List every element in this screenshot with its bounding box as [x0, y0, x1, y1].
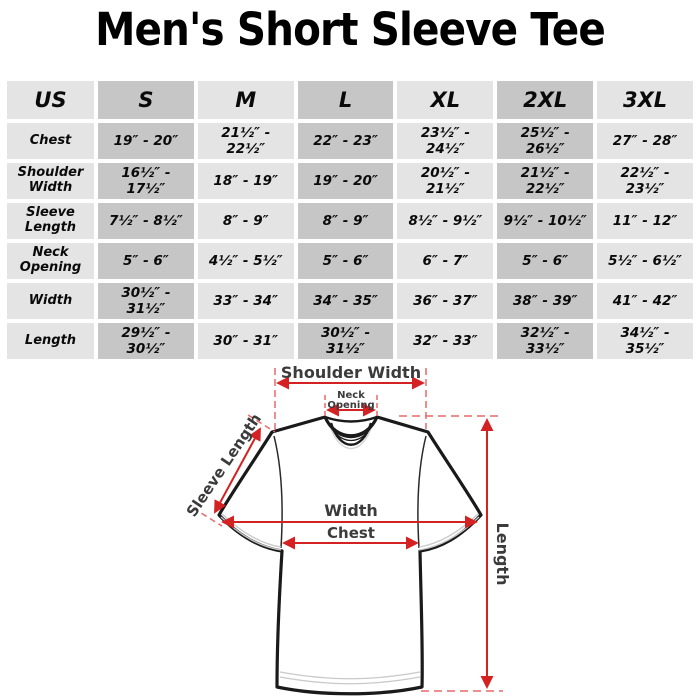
armhole-seam-left — [273, 435, 283, 549]
size-cell: 18″ - 19″ — [197, 163, 294, 199]
size-cell: 25½″ - 26½″ — [497, 123, 594, 159]
width-label: Width — [324, 501, 378, 520]
size-cell: 19″ - 20″ — [98, 123, 194, 159]
length-label: Length — [493, 523, 512, 586]
size-table-body: Chest 19″ - 20″ 21½″ - 22½″ 22″ - 23″ 23½″ -… — [7, 123, 693, 359]
size-cell: 19″ - 20″ — [297, 163, 394, 199]
row-label: Sleeve Length — [7, 203, 94, 239]
size-cell: 38″ - 39″ — [497, 283, 594, 319]
page-title: Men's Short Sleeve Tee — [95, 3, 606, 56]
hem-seam-2 — [279, 676, 421, 685]
table-row: Chest 19″ - 20″ 21½″ - 22½″ 22″ - 23″ 23½″ -… — [7, 123, 693, 159]
column-header-l: L — [297, 81, 394, 119]
size-cell: 27″ - 28″ — [597, 123, 693, 159]
size-cell: 8″ - 9″ — [197, 203, 294, 239]
size-cell: 29½″ - 30½″ — [98, 323, 194, 359]
size-cell: 41″ - 42″ — [597, 283, 693, 319]
tshirt-outline — [217, 415, 483, 696]
size-table-header: US S M L XL 2XL 3XL — [7, 81, 693, 119]
hem-seam-1 — [279, 671, 421, 680]
size-cell: 33″ - 34″ — [197, 283, 294, 319]
table-row: Width 30½″ - 31½″ 33″ - 34″ 34″ - 35″ 36″ - … — [7, 283, 693, 319]
size-cell: 36″ - 37″ — [397, 283, 494, 319]
table-row: Shoulder Width 16½″ - 17½″ 18″ - 19″ 19″ - … — [7, 163, 693, 199]
row-label: Neck Opening — [7, 243, 94, 279]
size-cell: 22½″ - 23½″ — [597, 163, 693, 199]
size-cell: 21½″ - 22½″ — [197, 123, 294, 159]
column-header-s: S — [98, 81, 194, 119]
table-row: Neck Opening 5″ - 6″ 4½″ - 5½″ 5″ - 6″ 6″ - … — [7, 243, 693, 279]
size-cell: 5″ - 6″ — [98, 243, 194, 279]
column-header-2xl: 2XL — [497, 81, 594, 119]
collar-back — [324, 415, 378, 423]
size-cell: 8½″ - 9½″ — [397, 203, 494, 239]
collar-band-bottom — [329, 422, 373, 446]
column-header-m: M — [197, 81, 294, 119]
column-header-us: US — [7, 81, 94, 119]
size-cell: 23½″ - 24½″ — [397, 123, 494, 159]
size-cell: 30″ - 31″ — [197, 323, 294, 359]
size-cell: 8″ - 9″ — [297, 203, 394, 239]
size-cell: 16½″ - 17½″ — [98, 163, 194, 199]
size-cell: 34″ - 35″ — [297, 283, 394, 319]
size-cell: 30½″ - 31½″ — [297, 323, 394, 359]
collar-band-mid — [327, 420, 375, 442]
size-cell: 4½″ - 5½″ — [197, 243, 294, 279]
table-row: Sleeve Length 7½″ - 8½″ 8″ - 9″ 8″ - 9″ 8½″ … — [7, 203, 693, 239]
chest-label: Chest — [327, 524, 375, 542]
column-header-xl: XL — [397, 81, 494, 119]
size-cell: 32″ - 33″ — [397, 323, 494, 359]
size-cell: 21½″ - 22½″ — [497, 163, 594, 199]
size-cell: 34½″ - 35½″ — [597, 323, 693, 359]
neck-opening-label-1: Neck — [337, 390, 365, 401]
size-cell: 11″ - 12″ — [597, 203, 693, 239]
sleeve-length-arrow — [214, 427, 261, 514]
row-label: Length — [7, 323, 94, 359]
size-cell: 20½″ - 21½″ — [397, 163, 494, 199]
size-cell: 32½″ - 33½″ — [497, 323, 594, 359]
sleeve-cap-top — [247, 414, 276, 433]
collar-shadow — [329, 425, 373, 450]
size-cell: 22″ - 23″ — [297, 123, 394, 159]
neck-opening-label-2: Opening — [327, 400, 374, 411]
size-cell: 30½″ - 31½″ — [98, 283, 194, 319]
row-label: Chest — [7, 123, 94, 159]
row-label: Shoulder Width — [7, 163, 94, 199]
sleeve-cap-bottom — [192, 507, 223, 527]
column-header-3xl: 3XL — [597, 81, 693, 119]
size-cell: 6″ - 7″ — [397, 243, 494, 279]
size-cell: 9½″ - 10½″ — [497, 203, 594, 239]
row-label: Width — [7, 283, 94, 319]
size-cell: 5″ - 6″ — [297, 243, 394, 279]
tshirt-body-path — [217, 415, 483, 696]
size-cell: 7½″ - 8½″ — [98, 203, 194, 239]
table-row: Length 29½″ - 30½″ 30″ - 31″ 30½″ - 31½″ 32″… — [7, 323, 693, 359]
size-table: US S M L XL 2XL 3XL Chest 19″ - 20″ 21½″ - 22½″ 2… — [3, 77, 697, 363]
shoulder-width-label: Shoulder Width — [281, 363, 421, 382]
size-cell: 5½″ - 6½″ — [597, 243, 693, 279]
size-cell: 5″ - 6″ — [497, 243, 594, 279]
